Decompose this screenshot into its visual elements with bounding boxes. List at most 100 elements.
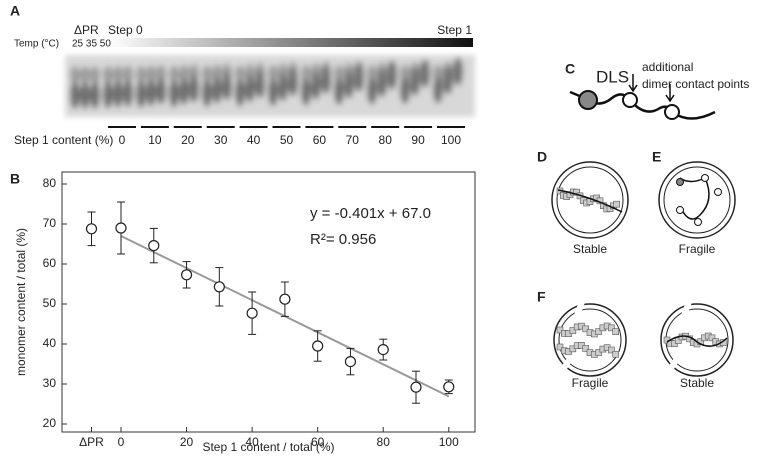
gradient-label: Step 1	[437, 23, 472, 37]
gel-band	[169, 65, 179, 84]
gel-band	[400, 76, 410, 105]
point	[410, 381, 422, 393]
cell	[551, 161, 629, 239]
gel-band	[189, 64, 199, 83]
cell	[658, 161, 736, 239]
caption: Stable	[680, 376, 714, 390]
molecule	[556, 343, 564, 351]
gel-image	[65, 55, 475, 117]
point	[213, 281, 225, 293]
gel-band	[354, 60, 364, 79]
gel-band	[255, 62, 265, 81]
lane-label: 40	[247, 133, 261, 147]
gradient-label: Step 0	[108, 23, 143, 37]
x-tick-label: 100	[439, 435, 459, 449]
molecule	[674, 337, 682, 344]
lane-label: 100	[441, 133, 461, 147]
lane-label: 60	[313, 133, 327, 147]
y-tick-label: 20	[43, 416, 57, 430]
gel-band	[113, 79, 123, 108]
panel-label: F	[537, 289, 546, 305]
contact-point	[694, 218, 702, 226]
gel-band	[202, 65, 212, 84]
gel-band	[70, 66, 80, 84]
note: additional	[642, 60, 693, 74]
y-tick-label: 30	[43, 376, 57, 390]
gel-band	[400, 64, 410, 83]
chain	[557, 189, 623, 213]
x-tick-label: 80	[377, 435, 391, 449]
gel-band	[433, 64, 443, 83]
note: dimer contact points	[642, 77, 749, 91]
caption: Fragile	[572, 376, 609, 390]
lane-label: 70	[346, 133, 360, 147]
point	[85, 223, 98, 235]
dls-label: DLS	[596, 67, 629, 86]
molecule	[573, 188, 580, 196]
panel-label: E	[652, 149, 661, 165]
arrow	[628, 74, 638, 93]
gel-band	[123, 78, 133, 107]
point	[148, 240, 160, 252]
molecule	[608, 346, 615, 354]
gel-band	[334, 64, 344, 83]
lane-label: ΔPR	[74, 23, 99, 37]
gel-band	[103, 80, 113, 109]
gel-band	[301, 77, 311, 106]
x-tick-label: 40	[245, 435, 259, 449]
gel-band	[212, 75, 222, 104]
y-tick-label: 70	[43, 216, 57, 230]
x-tick-label: ΔPR	[79, 435, 104, 449]
lane-label: 10	[148, 133, 162, 147]
gel-band	[321, 61, 331, 80]
gel-band	[156, 76, 166, 105]
panel-label: D	[537, 149, 547, 165]
x-tick-label: 60	[311, 435, 325, 449]
contact-point	[714, 188, 722, 196]
lane-label: 80	[379, 133, 393, 147]
panel-label: C	[565, 61, 575, 77]
gel-band	[189, 74, 199, 103]
gel-band	[367, 64, 377, 83]
point	[344, 356, 357, 368]
cell-ring	[558, 308, 622, 372]
contact-point	[676, 178, 684, 186]
gel-band	[334, 77, 344, 106]
lane-label: 20	[181, 133, 195, 147]
gel-band	[80, 81, 90, 109]
point	[279, 293, 291, 305]
gel-band	[136, 80, 146, 109]
gel-band	[245, 74, 255, 103]
gel-band	[301, 64, 311, 83]
contact-point	[676, 206, 684, 214]
point	[443, 381, 455, 393]
plot-frame	[61, 171, 476, 433]
cell	[660, 303, 734, 377]
cell	[553, 303, 627, 377]
gel-band	[377, 62, 387, 81]
gel-band	[387, 60, 397, 79]
molecule	[708, 334, 716, 342]
arrow	[665, 84, 675, 103]
molecule	[613, 200, 620, 208]
point	[115, 222, 127, 234]
x-tick-label: 0	[118, 435, 125, 449]
point	[180, 269, 193, 281]
gel-band	[235, 65, 245, 84]
gel-band	[146, 65, 156, 84]
gel-band	[202, 79, 212, 108]
gel-band	[288, 62, 298, 81]
gel-band	[80, 66, 90, 84]
gel-band	[113, 65, 123, 84]
gel-band	[268, 65, 278, 84]
y-tick-label: 50	[43, 296, 57, 310]
temp-label: Temp (°C)	[14, 39, 59, 50]
gel-band	[278, 63, 288, 82]
gel-band	[443, 61, 453, 80]
gel-band	[245, 64, 255, 83]
gel-band	[433, 75, 443, 104]
dls-site	[578, 90, 598, 110]
panel-label: A	[10, 3, 20, 19]
gel-band	[453, 58, 463, 77]
